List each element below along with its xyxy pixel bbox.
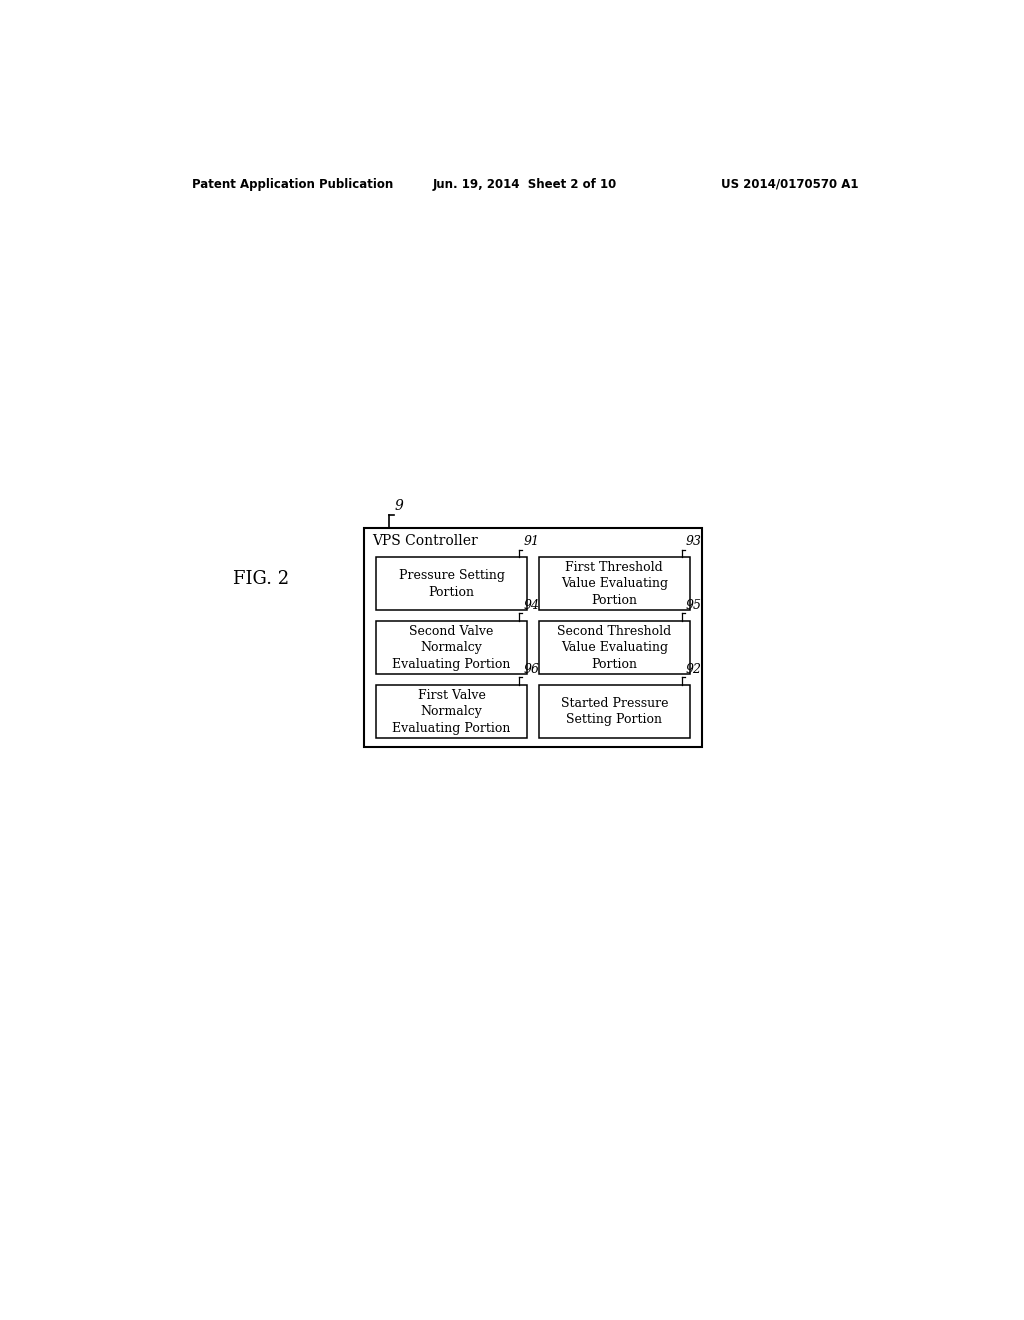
Bar xyxy=(365,528,701,747)
Text: VPS Controller: VPS Controller xyxy=(372,535,478,548)
Text: First Threshold
Value Evaluating
Portion: First Threshold Value Evaluating Portion xyxy=(561,561,668,607)
Bar xyxy=(376,622,527,675)
Text: 92: 92 xyxy=(686,663,702,676)
Bar xyxy=(539,622,690,675)
Text: FIG. 2: FIG. 2 xyxy=(232,570,289,589)
Text: First Valve
Normalcy
Evaluating Portion: First Valve Normalcy Evaluating Portion xyxy=(392,689,511,735)
Text: 9: 9 xyxy=(394,499,403,512)
Text: US 2014/0170570 A1: US 2014/0170570 A1 xyxy=(721,178,858,190)
Text: 93: 93 xyxy=(686,535,702,548)
Bar xyxy=(539,557,690,610)
Bar xyxy=(376,557,527,610)
Bar xyxy=(376,685,527,738)
Text: Pressure Setting
Portion: Pressure Setting Portion xyxy=(398,569,505,598)
Text: 94: 94 xyxy=(523,599,540,612)
Text: 96: 96 xyxy=(523,663,540,676)
Text: 95: 95 xyxy=(686,599,702,612)
Text: Jun. 19, 2014  Sheet 2 of 10: Jun. 19, 2014 Sheet 2 of 10 xyxy=(433,178,616,190)
Text: Second Valve
Normalcy
Evaluating Portion: Second Valve Normalcy Evaluating Portion xyxy=(392,624,511,671)
Bar xyxy=(539,685,690,738)
Text: Patent Application Publication: Patent Application Publication xyxy=(191,178,393,190)
Text: 91: 91 xyxy=(523,535,540,548)
Text: Second Threshold
Value Evaluating
Portion: Second Threshold Value Evaluating Portio… xyxy=(557,624,672,671)
Text: Started Pressure
Setting Portion: Started Pressure Setting Portion xyxy=(560,697,668,726)
